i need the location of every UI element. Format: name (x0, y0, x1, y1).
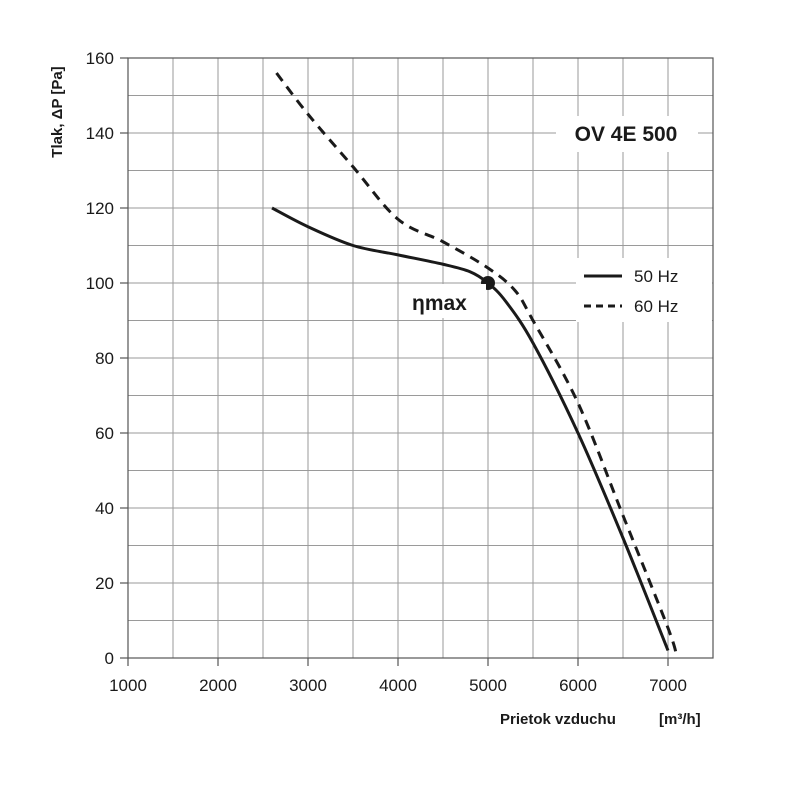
x-axis-unit: [m³/h] (659, 711, 701, 728)
x-tick-label: 1000 (109, 676, 147, 695)
legend-box (576, 258, 712, 322)
x-axis-title: Prietok vzduchu (500, 711, 616, 728)
series-lines (271, 72, 679, 659)
y-axis-label: Tlak, ΔP [Pa] (49, 66, 66, 157)
y-tick-label: 0 (105, 649, 114, 668)
x-tick-label: 7000 (649, 676, 687, 695)
x-tick-label: 3000 (289, 676, 327, 695)
x-tick-label: 2000 (199, 676, 237, 695)
legend-label-60hz: 60 Hz (634, 297, 678, 316)
y-tick-label: 20 (95, 574, 114, 593)
legend: 50 Hz 60 Hz (576, 258, 712, 322)
y-tick-label: 140 (86, 124, 114, 143)
y-axis-ticks: 0 20 40 60 80 100 120 140 160 (86, 49, 128, 668)
x-axis-label: Prietok vzduchu [m³/h] (500, 711, 701, 728)
title-box (556, 116, 698, 152)
y-tick-label: 60 (95, 424, 114, 443)
annotation-box (408, 284, 486, 318)
x-axis-ticks: 1000 2000 3000 4000 5000 6000 7000 (109, 658, 687, 695)
y-tick-label: 160 (86, 49, 114, 68)
x-tick-label: 5000 (469, 676, 507, 695)
x-tick-label: 4000 (379, 676, 417, 695)
legend-label-50hz: 50 Hz (634, 267, 678, 286)
x-tick-label: 6000 (559, 676, 597, 695)
y-tick-label: 80 (95, 349, 114, 368)
chart-title: OV 4E 500 (575, 123, 678, 146)
y-tick-label: 40 (95, 499, 114, 518)
eta-max-label: ηmax (412, 292, 467, 315)
y-tick-label: 120 (86, 199, 114, 218)
y-tick-label: 100 (86, 274, 114, 293)
series-line-60hz (275, 72, 679, 659)
